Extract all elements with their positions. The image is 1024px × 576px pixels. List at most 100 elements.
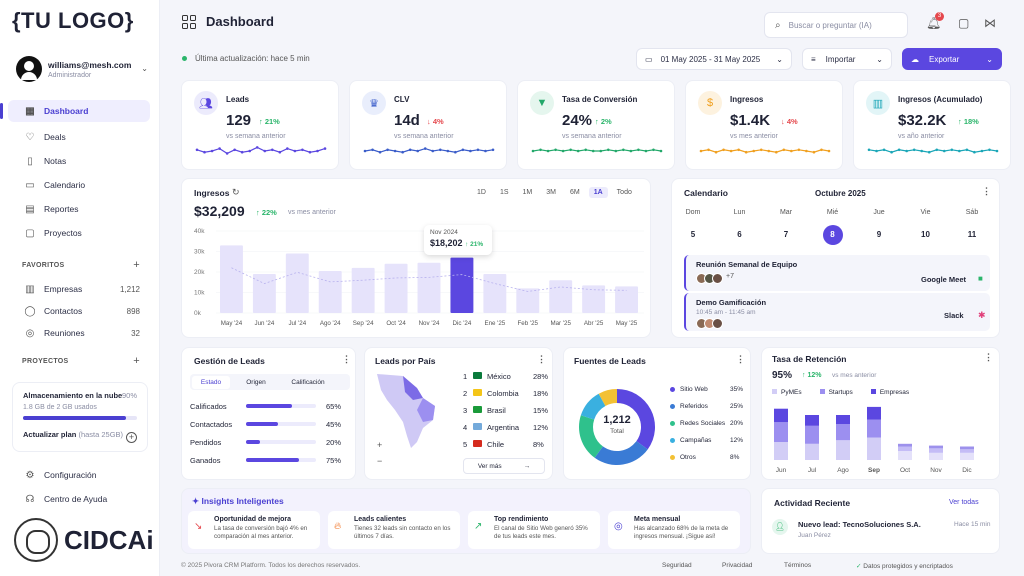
- x-tick-label: Nov '24: [419, 320, 440, 327]
- nav-calendario[interactable]: ▭ Calendario: [25, 179, 86, 191]
- country-name: Colombia: [487, 389, 519, 398]
- nav-notas[interactable]: ▯ Notas: [0, 150, 160, 172]
- more-icon[interactable]: ⋮: [982, 186, 991, 196]
- zoom-out-button[interactable]: −: [377, 456, 383, 466]
- fav-empresas[interactable]: ▥ Empresas 1,212: [25, 283, 140, 295]
- kpi-label: Ingresos (Acumulado): [898, 95, 983, 104]
- insight-card-3[interactable]: ◎ Meta mensual Has alcanzado 68% de la m…: [608, 511, 740, 549]
- insight-card-1[interactable]: 🔥︎ Leads calientes Tienes 32 leads sin c…: [328, 511, 460, 549]
- main-nav: ▦ Dashboard ♡ Deals ▯ Notas ▭ Calendario ▤ Re…: [0, 100, 160, 244]
- sparkline-point: [484, 149, 487, 153]
- calendar-month: Octubre 2025: [815, 189, 866, 198]
- sparkline-point: [599, 149, 603, 153]
- weekday-label: Mar: [779, 209, 793, 216]
- user-menu[interactable]: williams@mesh.com Administrador ⌄: [16, 56, 156, 86]
- sparkline-point: [286, 147, 289, 150]
- revenue-bar: [252, 274, 276, 313]
- add-favorite-icon[interactable]: +: [133, 259, 140, 271]
- sparkline-point: [240, 150, 244, 154]
- tab-calificacion[interactable]: Calificación: [291, 378, 325, 386]
- footer-link-privacy[interactable]: Privacidad: [722, 562, 753, 569]
- upgrade-plan-link[interactable]: Actualizar plan (hasta 25GB): [23, 430, 124, 439]
- footer-link-terms[interactable]: Términos: [784, 562, 812, 569]
- range-1A[interactable]: 1A: [588, 187, 608, 198]
- x-tick-label: Oct '24: [386, 320, 406, 327]
- shield-check-icon: ✓: [856, 563, 862, 570]
- sparkline-point: [491, 148, 495, 152]
- sparkline-point: [965, 148, 969, 152]
- sparkline-point: [454, 150, 457, 154]
- grid-icon: ▦: [25, 105, 35, 117]
- sliders-icon: ≡: [811, 54, 816, 64]
- insight-card-2[interactable]: ↗ Top rendimiento El canal de Sitio Web …: [468, 511, 600, 549]
- plus-circle-icon[interactable]: +: [126, 432, 137, 443]
- day-8[interactable]: 8: [822, 225, 843, 245]
- sparkline-point: [308, 150, 312, 154]
- revenue-change: ↑ 22%: [256, 208, 277, 217]
- fav-reuniones[interactable]: ◎ Reuniones 32: [25, 327, 140, 339]
- more-icon[interactable]: ⋮: [736, 354, 745, 364]
- import-button[interactable]: ≡ Importar ⌄: [802, 48, 892, 70]
- tab-origen[interactable]: Origen: [246, 378, 266, 386]
- sparkline-point: [988, 148, 991, 152]
- revenue-bar: [417, 262, 441, 313]
- country-name: Chile: [487, 440, 505, 449]
- sidebar: {TU LOGO} williams@mesh.com Administrado…: [0, 0, 160, 576]
- export-button[interactable]: ☁ Exportar ⌄: [902, 48, 1002, 70]
- kpi-sparkline: [531, 148, 663, 153]
- search-input[interactable]: ⌕ Buscar o preguntar (IA): [764, 12, 908, 38]
- source-label: Redes Sociales: [680, 420, 726, 427]
- range-Todo[interactable]: Todo: [616, 189, 632, 196]
- chat-icon[interactable]: ▢: [958, 16, 970, 30]
- tab-estado[interactable]: Estado: [192, 375, 230, 389]
- y-tick-label: 30k: [194, 249, 205, 256]
- see-all-link[interactable]: Ver todas: [949, 499, 979, 506]
- event-weekly-meeting[interactable]: Reunión Semanal de Equipo +7 Google Meet…: [684, 255, 990, 291]
- more-icon[interactable]: ⋮: [342, 354, 351, 364]
- range-1D[interactable]: 1D: [477, 189, 486, 196]
- chevron-down-icon: ⌄: [776, 54, 783, 64]
- see-more-button[interactable]: Ver más →: [463, 458, 545, 474]
- day-10[interactable]: 10: [921, 230, 930, 239]
- day-5[interactable]: 5: [690, 230, 696, 239]
- insight-card-0[interactable]: ↘ Oportunidad de mejora La tasa de conve…: [188, 511, 320, 549]
- date-range-picker[interactable]: ▭ 01 May 2025 - 31 May 2025 ⌄: [636, 48, 792, 70]
- day-11[interactable]: 11: [967, 230, 977, 239]
- lead-status-pct: 65%: [326, 402, 342, 411]
- user-plus-icon: 👤︎: [772, 519, 788, 535]
- share-icon[interactable]: ⋈: [984, 16, 996, 30]
- refresh-icon[interactable]: ↻: [232, 187, 240, 197]
- sparkline-point: [707, 148, 710, 152]
- more-icon[interactable]: ⋮: [537, 354, 546, 364]
- nav-dashboard[interactable]: ▦ Dashboard: [0, 100, 150, 122]
- revenue-vs: vs mes anterior: [288, 209, 336, 216]
- kpi-vs: vs semana anterior: [226, 133, 286, 140]
- day-6[interactable]: 6: [737, 230, 742, 239]
- range-6M[interactable]: 6M: [569, 189, 580, 196]
- nav-ayuda[interactable]: ☊ Centro de Ayuda: [25, 493, 108, 505]
- day-9[interactable]: 9: [876, 230, 882, 239]
- sparkline-point: [935, 148, 939, 152]
- nav-proyectos[interactable]: ▢ Proyectos: [25, 227, 82, 239]
- sparkline-point: [714, 150, 718, 154]
- more-icon[interactable]: ⋮: [984, 352, 993, 362]
- range-selector: 1D 1S 1M 3M 6M 1A Todo: [472, 187, 637, 198]
- retention-bar-segment: [836, 415, 850, 424]
- sparkline-point: [539, 148, 542, 152]
- add-project-icon[interactable]: +: [133, 355, 140, 367]
- favorites-header: FAVORITOS +: [22, 259, 140, 271]
- event-demo[interactable]: Demo Gamificación 10:45 am - 11:45 am Sl…: [684, 293, 990, 331]
- fav-contactos[interactable]: ◯ Contactos 898: [24, 305, 140, 317]
- nav-deals[interactable]: ♡ Deals: [25, 131, 66, 143]
- revenue-bar: [285, 253, 309, 313]
- dollar-icon: $: [698, 91, 722, 115]
- range-3M[interactable]: 3M: [546, 189, 556, 196]
- range-1S[interactable]: 1S: [499, 189, 509, 196]
- nav-configuracion[interactable]: ⚙ Configuración: [25, 469, 97, 481]
- range-1M[interactable]: 1M: [522, 189, 533, 196]
- footer-link-security[interactable]: Seguridad: [662, 562, 692, 569]
- day-7[interactable]: 7: [783, 230, 789, 239]
- zoom-in-button[interactable]: +: [377, 440, 383, 450]
- kpi-value: 24%: [562, 112, 593, 129]
- nav-reportes[interactable]: ▤ Reportes: [25, 203, 79, 215]
